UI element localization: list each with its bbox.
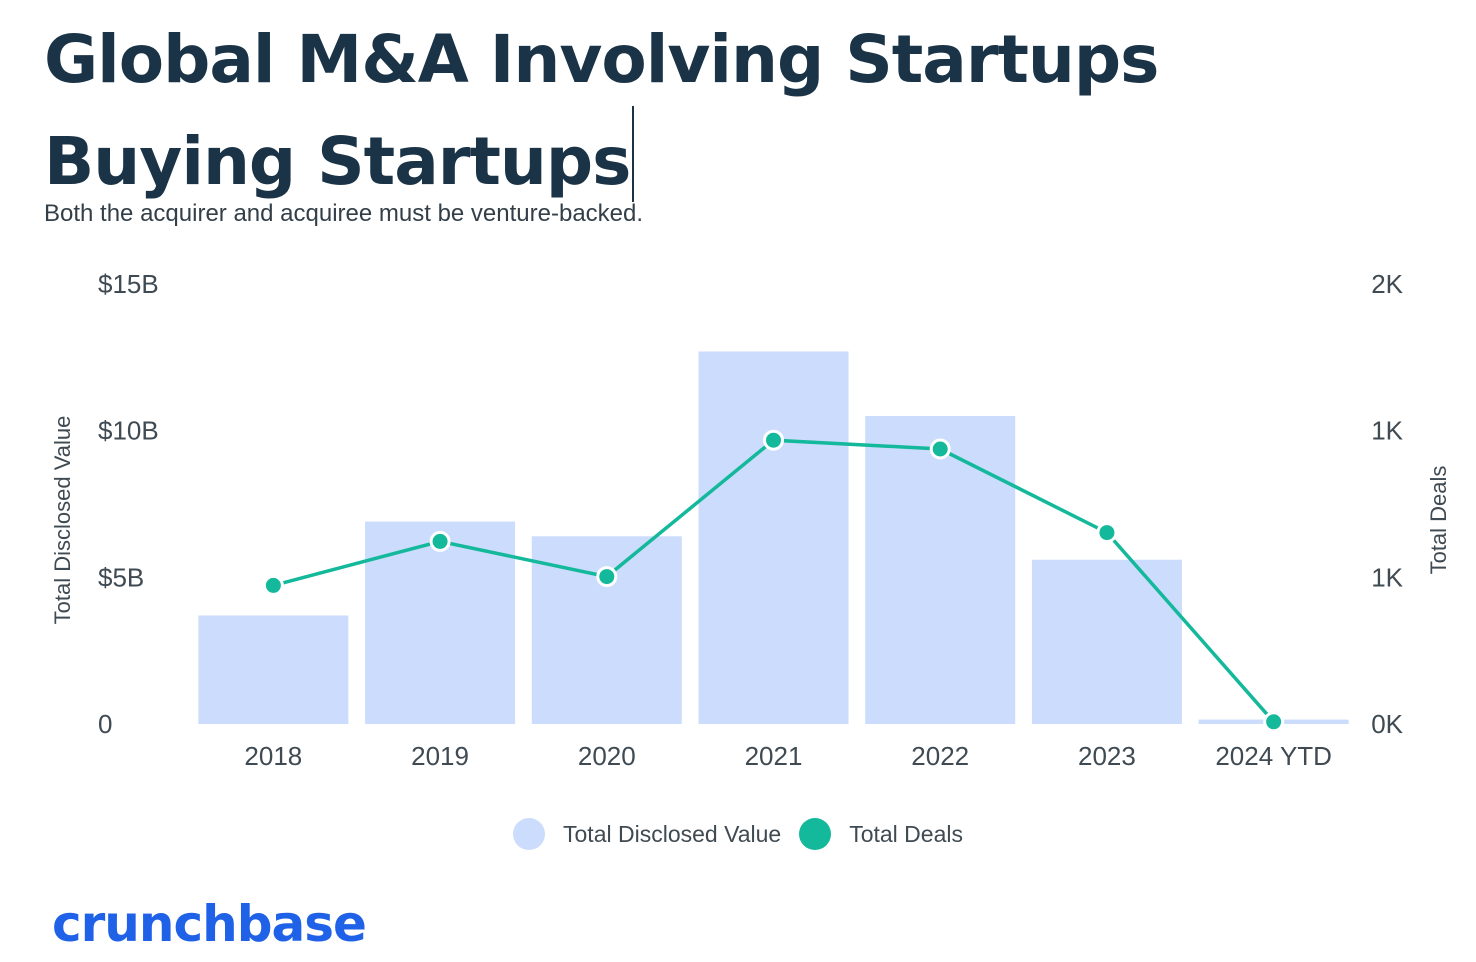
point-2018[interactable] — [262, 574, 284, 596]
y-right-tick-label: 1K — [1371, 562, 1403, 592]
point-2024-ytd[interactable] — [1263, 711, 1285, 733]
x-tick-label: 2019 — [411, 741, 469, 771]
point-2020[interactable] — [596, 566, 618, 588]
y-axis-left-ticks: 0 $5B $10B $15B — [98, 269, 159, 739]
x-tick-label: 2024 YTD — [1215, 741, 1332, 771]
text-cursor — [632, 106, 635, 202]
y-right-tick-label: 2K — [1371, 269, 1403, 299]
x-tick-label: 2022 — [911, 741, 969, 771]
y-left-tick-label: $5B — [98, 562, 144, 592]
legend-item-total-disclosed-value[interactable]: Total Disclosed Value — [513, 818, 781, 850]
legend-item-total-deals[interactable]: Total Deals — [799, 818, 963, 850]
bar-2023[interactable] — [1031, 559, 1182, 724]
page-title: Global M&A Involving Startups Buying Sta… — [44, 14, 1424, 208]
y-axis-right-ticks: 0K 1K 1K 2K — [1371, 269, 1403, 739]
point-2022[interactable] — [929, 438, 951, 460]
y-axis-right-title: Total Deals — [1426, 466, 1451, 575]
bar-series-total-disclosed-value — [198, 351, 1349, 724]
page-title-text: Global M&A Involving Startups Buying Sta… — [44, 21, 1159, 200]
x-tick-label: 2021 — [745, 741, 803, 771]
x-tick-label: 2023 — [1078, 741, 1136, 771]
page-subtitle: Both the acquirer and acquiree must be v… — [44, 200, 644, 227]
x-tick-label: 2020 — [578, 741, 636, 771]
point-2019[interactable] — [429, 530, 451, 552]
crunchbase-logo: crunchbase — [52, 895, 367, 953]
x-tick-label: 2018 — [244, 741, 302, 771]
y-left-tick-label: $10B — [98, 416, 159, 446]
y-left-tick-label: 0 — [98, 709, 112, 739]
line-series-total-deals — [262, 429, 1285, 733]
legend-label: Total Disclosed Value — [563, 820, 782, 847]
y-left-tick-label: $15B — [98, 269, 159, 299]
legend-swatch-circle-icon — [513, 818, 546, 850]
y-axis-left-title: Total Disclosed Value — [50, 416, 75, 625]
y-right-tick-label: 0K — [1371, 709, 1403, 739]
legend-label: Total Deals — [849, 820, 963, 847]
bar-2021[interactable] — [698, 351, 849, 724]
x-axis-ticks: 2018 2019 2020 2021 2022 2023 2024 YTD — [244, 741, 1332, 771]
legend-swatch-circle-icon — [799, 818, 832, 850]
bar-2018[interactable] — [198, 615, 349, 724]
chart-legend: Total Disclosed Value Total Deals — [0, 818, 1476, 850]
point-2021[interactable] — [763, 429, 784, 451]
y-right-tick-label: 1K — [1371, 416, 1403, 446]
bar-2022[interactable] — [865, 416, 1016, 724]
point-2023[interactable] — [1096, 522, 1118, 544]
